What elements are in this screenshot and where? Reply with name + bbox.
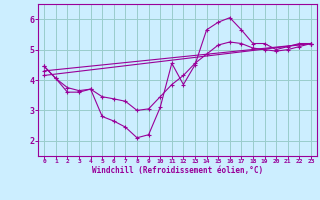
X-axis label: Windchill (Refroidissement éolien,°C): Windchill (Refroidissement éolien,°C)	[92, 166, 263, 175]
